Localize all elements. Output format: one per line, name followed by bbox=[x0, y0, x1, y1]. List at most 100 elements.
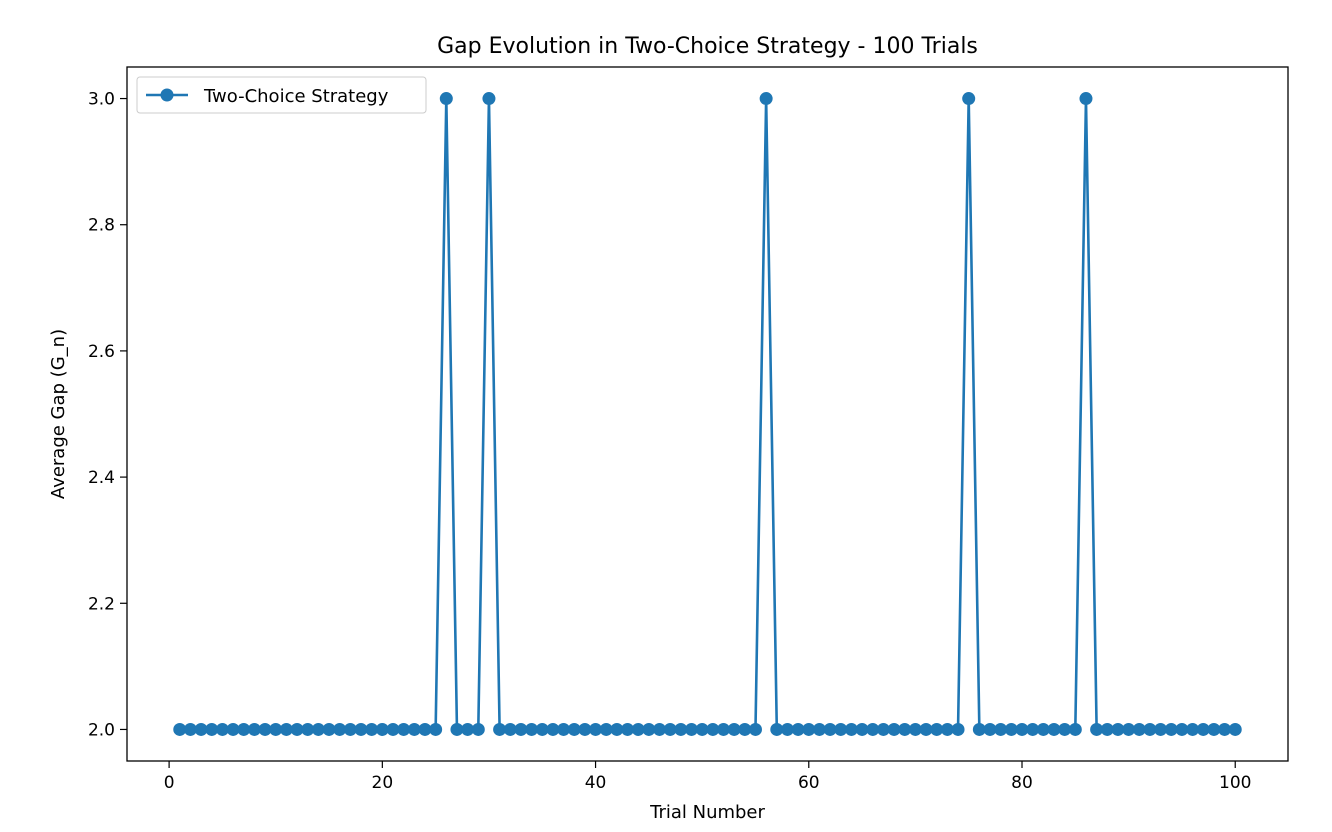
x-tick-label: 20 bbox=[372, 773, 394, 793]
data-point bbox=[1132, 722, 1146, 736]
data-point bbox=[354, 722, 368, 736]
data-point bbox=[1004, 722, 1018, 736]
data-point bbox=[866, 722, 880, 736]
x-axis: 0 20 40 60 80 100 bbox=[164, 761, 1251, 793]
data-point bbox=[439, 92, 453, 106]
data-point bbox=[514, 722, 528, 736]
data-point bbox=[621, 722, 635, 736]
y-tick-label: 2.8 bbox=[88, 216, 115, 236]
data-point bbox=[205, 722, 219, 736]
data-point bbox=[429, 722, 443, 736]
data-point bbox=[226, 722, 240, 736]
data-point bbox=[834, 722, 848, 736]
data-point bbox=[482, 92, 496, 106]
data-point bbox=[1111, 722, 1125, 736]
data-point bbox=[279, 722, 293, 736]
y-tick-label: 3.0 bbox=[88, 90, 115, 110]
data-point bbox=[1218, 722, 1232, 736]
data-point bbox=[557, 722, 571, 736]
y-axis: 2.0 2.2 2.4 2.6 2.8 3.0 bbox=[88, 90, 127, 740]
data-point bbox=[599, 722, 613, 736]
data-point bbox=[1196, 722, 1210, 736]
x-tick-label: 0 bbox=[164, 773, 175, 793]
data-point bbox=[1207, 722, 1221, 736]
data-point bbox=[1154, 722, 1168, 736]
data-point bbox=[1228, 722, 1242, 736]
y-tick-label: 2.0 bbox=[88, 720, 115, 740]
data-point bbox=[301, 722, 315, 736]
data-point bbox=[770, 722, 784, 736]
data-point bbox=[525, 722, 539, 736]
x-axis-label: Trial Number bbox=[649, 802, 765, 823]
data-point bbox=[386, 722, 400, 736]
data-point bbox=[1036, 722, 1050, 736]
x-tick-label: 80 bbox=[1011, 773, 1033, 793]
data-point bbox=[333, 722, 347, 736]
data-point bbox=[237, 722, 251, 736]
data-point bbox=[173, 722, 187, 736]
data-point bbox=[375, 722, 389, 736]
data-point bbox=[450, 722, 464, 736]
x-tick-label: 60 bbox=[798, 773, 820, 793]
data-point bbox=[716, 722, 730, 736]
y-tick-label: 2.4 bbox=[88, 468, 115, 488]
data-point bbox=[418, 722, 432, 736]
data-point bbox=[1090, 722, 1104, 736]
data-point bbox=[589, 722, 603, 736]
data-point bbox=[748, 722, 762, 736]
data-point bbox=[1143, 722, 1157, 736]
data-point bbox=[685, 722, 699, 736]
data-point bbox=[247, 722, 261, 736]
y-axis-label: Average Gap (G_n) bbox=[48, 329, 69, 499]
data-point bbox=[1122, 722, 1136, 736]
data-point bbox=[951, 722, 965, 736]
data-point bbox=[791, 722, 805, 736]
data-point bbox=[887, 722, 901, 736]
data-point bbox=[1186, 722, 1200, 736]
data-point bbox=[695, 722, 709, 736]
y-tick-label: 2.6 bbox=[88, 342, 115, 362]
data-point bbox=[1164, 722, 1178, 736]
data-point bbox=[546, 722, 560, 736]
data-point bbox=[567, 722, 581, 736]
data-point bbox=[1068, 722, 1082, 736]
data-point bbox=[738, 722, 752, 736]
data-point bbox=[1026, 722, 1040, 736]
data-point bbox=[1079, 92, 1093, 106]
data-point bbox=[183, 722, 197, 736]
data-point bbox=[759, 92, 773, 106]
data-point bbox=[461, 722, 475, 736]
data-point bbox=[812, 722, 826, 736]
data-point bbox=[919, 722, 933, 736]
data-point bbox=[908, 722, 922, 736]
plot-frame bbox=[126, 66, 1289, 762]
data-point bbox=[663, 722, 677, 736]
data-point bbox=[1175, 722, 1189, 736]
data-point bbox=[631, 722, 645, 736]
data-point bbox=[994, 722, 1008, 736]
data-point bbox=[1047, 722, 1061, 736]
data-point bbox=[727, 722, 741, 736]
legend-label: Two-Choice Strategy bbox=[203, 86, 389, 107]
data-point bbox=[706, 722, 720, 736]
data-point bbox=[407, 722, 421, 736]
legend-box bbox=[136, 76, 427, 114]
legend-marker-swatch bbox=[160, 88, 174, 102]
data-point bbox=[343, 722, 357, 736]
x-tick-label: 100 bbox=[1219, 773, 1251, 793]
data-point bbox=[610, 722, 624, 736]
data-point bbox=[653, 722, 667, 736]
data-point bbox=[844, 722, 858, 736]
data-point bbox=[898, 722, 912, 736]
y-tick-label: 2.2 bbox=[88, 594, 115, 614]
data-point bbox=[1015, 722, 1029, 736]
data-point bbox=[972, 722, 986, 736]
data-point bbox=[290, 722, 304, 736]
data-point bbox=[855, 722, 869, 736]
data-point bbox=[802, 722, 816, 736]
data-point bbox=[876, 722, 890, 736]
data-point bbox=[503, 722, 517, 736]
data-point bbox=[322, 722, 336, 736]
data-point bbox=[962, 92, 976, 106]
